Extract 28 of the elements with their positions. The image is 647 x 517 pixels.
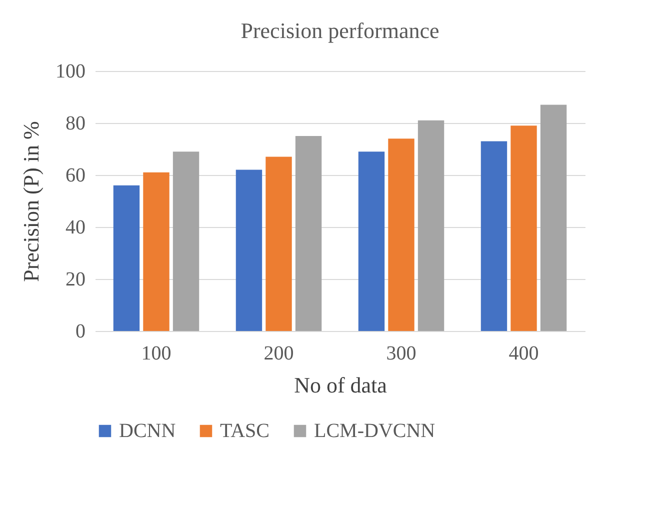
bar — [540, 104, 567, 331]
bar — [113, 185, 140, 331]
y-tick-label: 20 — [66, 268, 86, 290]
y-tick-label: 80 — [66, 112, 86, 134]
legend-label: DCNN — [119, 420, 176, 442]
bar — [266, 156, 292, 331]
x-tick-label: 200 — [264, 342, 294, 364]
x-tick-label: 100 — [141, 342, 172, 364]
x-tick-label: 400 — [508, 342, 539, 364]
x-tick-label: 300 — [386, 342, 416, 364]
y-tick-label: 60 — [66, 164, 86, 186]
bar — [236, 170, 262, 331]
bar — [143, 172, 170, 331]
legend-label: TASC — [220, 420, 270, 442]
bar — [510, 126, 537, 331]
y-tick-label: 0 — [76, 320, 86, 342]
bar — [172, 152, 200, 331]
bar — [358, 152, 385, 331]
y-axis-title: Precision (P) in % — [18, 121, 44, 282]
bar — [388, 138, 414, 331]
x-axis-title: No of data — [294, 372, 388, 398]
chart-title: Precision performance — [240, 18, 440, 43]
legend-label: LCM-DVCNN — [314, 420, 436, 442]
bar — [480, 141, 508, 331]
y-tick-label: 40 — [66, 216, 86, 238]
bar — [295, 136, 322, 331]
bar — [418, 120, 444, 331]
y-tick-label: 100 — [56, 60, 86, 82]
